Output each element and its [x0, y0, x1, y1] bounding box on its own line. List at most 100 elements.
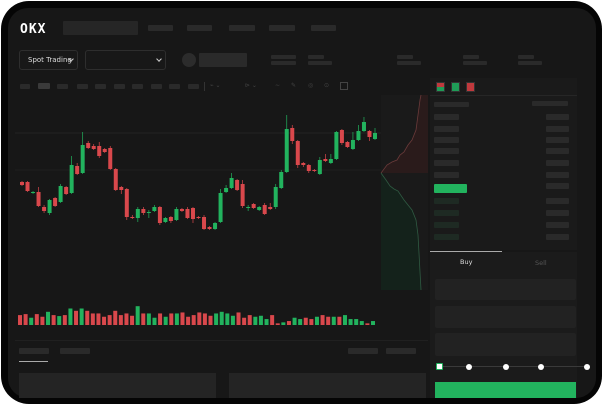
nav-item[interactable]: [187, 25, 212, 31]
orderbook-bid-price[interactable]: [434, 210, 459, 216]
timeframe-button[interactable]: [20, 84, 30, 89]
pair-select[interactable]: [85, 50, 166, 70]
timeframe-button-active[interactable]: [38, 83, 50, 89]
candle-body: [53, 198, 58, 206]
orderbook-bids-icon[interactable]: [451, 82, 460, 92]
okx-logo[interactable]: OKX: [20, 22, 47, 37]
volume-bar: [298, 319, 303, 325]
candle-body: [290, 128, 295, 141]
candle-body: [339, 130, 344, 143]
search-placeholder[interactable]: [63, 21, 138, 35]
orderbook-ask-price[interactable]: [434, 160, 459, 166]
timeframe-button[interactable]: [95, 84, 106, 89]
tab-open-orders[interactable]: [19, 348, 49, 354]
draw-line-icon[interactable]: ∼: [275, 82, 281, 89]
volume-bar: [62, 315, 67, 325]
orderbook-bid-amount: [546, 234, 569, 240]
timeframe-button[interactable]: [169, 84, 180, 89]
nav-item[interactable]: [269, 25, 295, 31]
buy-button[interactable]: [435, 382, 576, 398]
view-all-button[interactable]: [386, 348, 416, 354]
candle: [334, 131, 339, 160]
tab-sell[interactable]: Sell: [535, 259, 547, 267]
orderbook-ask-price[interactable]: [434, 137, 459, 143]
orderbook-divider: [430, 95, 577, 96]
settings-icon[interactable]: ⊙: [324, 82, 330, 89]
candle-body: [246, 207, 251, 208]
volume-bar: [337, 316, 342, 325]
orderbook-asks-icon[interactable]: [466, 82, 475, 92]
depth-bids-line: [380, 172, 422, 291]
orderbook-ask-amount: [546, 137, 569, 143]
orderbook-ask-price[interactable]: [434, 126, 459, 132]
candle: [262, 203, 267, 215]
candle: [190, 207, 195, 223]
candle-body: [317, 160, 322, 174]
nav-item[interactable]: [311, 25, 336, 31]
candle-body: [31, 192, 36, 193]
nav-item[interactable]: [148, 25, 173, 31]
orderbook-both-icon[interactable]: [436, 82, 445, 92]
candle-body: [273, 187, 278, 207]
orderbook-bid-price[interactable]: [434, 234, 459, 240]
active-tab-underline: [19, 361, 48, 362]
tab-buy[interactable]: Buy: [460, 258, 473, 266]
last-price-highlight: [434, 184, 467, 193]
candle-body: [361, 122, 366, 131]
market-type-select[interactable]: Spot Trading: [19, 50, 78, 70]
order-card: [229, 373, 426, 398]
timeframe-button[interactable]: [132, 84, 143, 89]
volume-bar: [180, 312, 185, 325]
stat-value: [271, 61, 296, 65]
total-input[interactable]: [435, 333, 576, 356]
orderbook-header-price: [434, 102, 469, 107]
candle-body: [80, 145, 85, 173]
chart-type-icon[interactable]: ⊳ ⌄: [245, 82, 257, 89]
fullscreen-icon[interactable]: [340, 82, 348, 90]
slider-mark-100[interactable]: [584, 363, 590, 370]
candle-body: [20, 182, 24, 185]
slider-mark-50[interactable]: [503, 363, 509, 370]
volume-bar: [96, 313, 101, 325]
candle-body: [312, 170, 317, 171]
volume-bar: [191, 315, 196, 325]
stat-label: [271, 55, 296, 59]
filter-button[interactable]: [348, 348, 378, 354]
pencil-icon[interactable]: ✎: [291, 82, 297, 89]
slider-mark-75[interactable]: [538, 363, 544, 370]
orderbook-bid-price[interactable]: [434, 222, 459, 228]
candle: [157, 206, 162, 225]
candle: [246, 205, 251, 211]
volume-bar: [230, 315, 235, 325]
coin-icon: [182, 53, 196, 67]
timeframe-button[interactable]: [151, 84, 162, 89]
indicator-icon[interactable]: ⌁ ⌄: [210, 82, 221, 89]
orderbook-ask-price[interactable]: [434, 172, 459, 178]
timeframe-button[interactable]: [77, 84, 88, 89]
percent-slider[interactable]: [436, 362, 590, 370]
candle: [196, 216, 201, 219]
orderbook-ask-price[interactable]: [434, 114, 459, 120]
tab-order-history[interactable]: [60, 348, 90, 354]
amount-input[interactable]: [435, 306, 576, 328]
candle-body: [235, 180, 240, 190]
slider-mark-25[interactable]: [466, 363, 472, 370]
candle: [119, 186, 124, 194]
nav-item[interactable]: [229, 25, 255, 31]
candle-body: [91, 146, 96, 149]
camera-icon[interactable]: ◎: [308, 82, 314, 89]
timeframe-button[interactable]: [188, 84, 199, 89]
volume-bar: [152, 317, 157, 325]
orderbook-ask-price[interactable]: [434, 148, 459, 154]
timeframe-button[interactable]: [57, 84, 68, 89]
volume-bar: [18, 315, 22, 325]
volume-bar: [281, 322, 286, 325]
candle-body: [86, 143, 91, 148]
timeframe-button[interactable]: [114, 84, 125, 89]
price-input[interactable]: [435, 279, 576, 300]
candle-body: [190, 208, 195, 219]
orderbook-bid-price[interactable]: [434, 198, 459, 204]
slider-handle[interactable]: [436, 362, 443, 370]
candle: [345, 141, 350, 148]
